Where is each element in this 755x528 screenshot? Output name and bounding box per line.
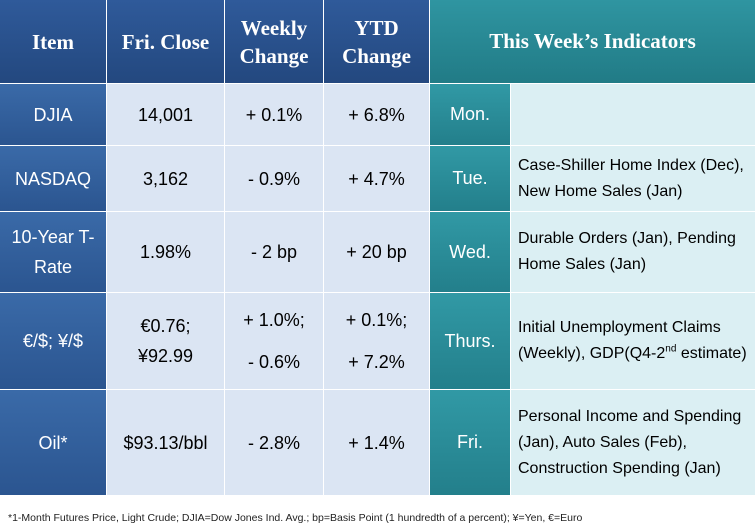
weekly-value: - 2 bp bbox=[250, 242, 298, 262]
row-currency-item: €/$; ¥/$ bbox=[0, 293, 106, 389]
header-weekly-line2: Change bbox=[239, 43, 309, 68]
row-wed-indicator: Durable Orders (Jan), Pending Home Sales… bbox=[511, 212, 755, 292]
indicator-text: Durable Orders (Jan), Pending Home Sales… bbox=[518, 230, 736, 273]
close-value: 1.98% bbox=[139, 242, 192, 262]
indicator-text: Case-Shiller Home Index (Dec), New Home … bbox=[518, 156, 744, 200]
row-tenyear-ytd: + 20 bp bbox=[324, 212, 429, 292]
row-currency-close: €0.76; ¥92.99 bbox=[107, 293, 224, 389]
header-weekly-line1: Weekly bbox=[240, 15, 308, 40]
header-ytd-line1: YTD bbox=[354, 15, 399, 40]
footnote: *1-Month Futures Price, Light Crude; DJI… bbox=[8, 512, 583, 524]
row-nasdaq-item: NASDAQ bbox=[0, 146, 106, 211]
row-thurs-indicator: Initial Unemployment Claims (Weekly), GD… bbox=[511, 293, 755, 389]
header-close-label: Fri. Close bbox=[121, 29, 210, 54]
row-tue-indicator: Case-Shiller Home Index (Dec), New Home … bbox=[511, 146, 755, 211]
row-item-label: DJIA bbox=[33, 104, 73, 125]
weekly-value-euro: + 1.0%; bbox=[243, 310, 305, 330]
row-nasdaq-close: 3,162 bbox=[107, 146, 224, 211]
row-tue-day: Tue. bbox=[430, 146, 510, 211]
close-value: 14,001 bbox=[137, 104, 194, 125]
header-indicators-label: This Week’s Indicators bbox=[489, 29, 696, 53]
row-mon-day: Mon. bbox=[430, 84, 510, 145]
ytd-value: + 20 bp bbox=[346, 242, 407, 262]
row-item-label: Oil* bbox=[38, 432, 68, 453]
row-item-label-line2: Rate bbox=[33, 257, 73, 277]
header-ytd-line2: Change bbox=[342, 43, 411, 68]
day-label: Mon. bbox=[449, 104, 491, 124]
header-indicators: This Week’s Indicators bbox=[430, 0, 755, 83]
row-oil-close: $93.13/bbl bbox=[107, 390, 224, 495]
indicator-text: Initial Unemployment Claims (Weekly), GD… bbox=[518, 315, 751, 367]
row-thurs-day: Thurs. bbox=[430, 293, 510, 389]
header-fri-close: Fri. Close bbox=[107, 0, 224, 83]
row-djia-weekly: + 0.1% bbox=[225, 84, 323, 145]
indicator-text: Personal Income and Spending (Jan), Auto… bbox=[518, 407, 742, 477]
row-oil-ytd: + 1.4% bbox=[324, 390, 429, 495]
row-nasdaq-ytd: + 4.7% bbox=[324, 146, 429, 211]
row-mon-indicator bbox=[511, 84, 755, 145]
row-oil-item: Oil* bbox=[0, 390, 106, 495]
row-fri-day: Fri. bbox=[430, 390, 510, 495]
row-djia-item: DJIA bbox=[0, 84, 106, 145]
weekly-value: + 0.1% bbox=[245, 104, 303, 125]
row-currency-weekly: + 1.0%; - 0.6% bbox=[225, 293, 323, 389]
day-label: Tue. bbox=[452, 168, 488, 188]
row-item-label-line1: 10-Year T- bbox=[11, 227, 95, 247]
close-value: 3,162 bbox=[142, 168, 189, 189]
indicator-superscript: nd bbox=[665, 343, 677, 355]
row-tenyear-close: 1.98% bbox=[107, 212, 224, 292]
close-value-euro: €0.76; bbox=[140, 316, 191, 336]
close-value-yen: ¥92.99 bbox=[137, 346, 194, 366]
row-tenyear-item: 10-Year T- Rate bbox=[0, 212, 106, 292]
row-oil-weekly: - 2.8% bbox=[225, 390, 323, 495]
indicator-text-part2: estimate) bbox=[676, 345, 747, 362]
header-item-label: Item bbox=[32, 29, 74, 54]
row-tenyear-weekly: - 2 bp bbox=[225, 212, 323, 292]
day-label: Thurs. bbox=[444, 330, 496, 351]
weekly-value: - 2.8% bbox=[247, 432, 301, 453]
header-ytd-change: YTD Change bbox=[324, 0, 429, 83]
close-value: $93.13/bbl bbox=[123, 432, 208, 453]
row-djia-close: 14,001 bbox=[107, 84, 224, 145]
weekly-value: - 0.9% bbox=[247, 168, 301, 189]
day-label: Fri. bbox=[457, 432, 483, 452]
ytd-value: + 1.4% bbox=[348, 432, 405, 453]
ytd-value: + 6.8% bbox=[348, 104, 405, 125]
row-item-label: NASDAQ bbox=[14, 168, 92, 189]
header-weekly-change: Weekly Change bbox=[225, 0, 323, 83]
row-fri-indicator: Personal Income and Spending (Jan), Auto… bbox=[511, 390, 755, 495]
ytd-value-yen: + 7.2% bbox=[348, 352, 405, 372]
row-item-label: €/$; ¥/$ bbox=[22, 331, 84, 351]
indicator-text-part1: Initial Unemployment Claims (Weekly), GD… bbox=[518, 319, 721, 362]
ytd-value-euro: + 0.1%; bbox=[345, 310, 408, 330]
weekly-value-yen: - 0.6% bbox=[247, 352, 301, 372]
row-wed-day: Wed. bbox=[430, 212, 510, 292]
ytd-value: + 4.7% bbox=[348, 168, 405, 189]
row-nasdaq-weekly: - 0.9% bbox=[225, 146, 323, 211]
row-currency-ytd: + 0.1%; + 7.2% bbox=[324, 293, 429, 389]
row-djia-ytd: + 6.8% bbox=[324, 84, 429, 145]
day-label: Wed. bbox=[449, 241, 491, 262]
header-item: Item bbox=[0, 0, 106, 83]
